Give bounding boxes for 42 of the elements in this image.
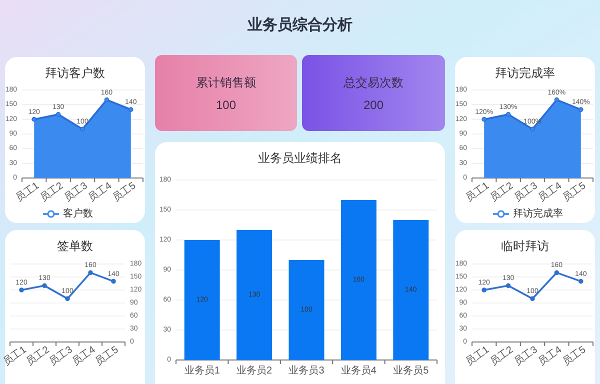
point: [530, 296, 535, 302]
bar: [288, 260, 324, 360]
chart-title: 临时拜访: [501, 239, 549, 253]
chart-title: 业务员业绩排名: [258, 151, 342, 165]
point: [482, 116, 486, 122]
point: [530, 126, 535, 132]
legend-label: 拜访完成率: [513, 208, 563, 220]
chart-title: 拜访完成率: [495, 66, 555, 80]
point: [111, 278, 116, 284]
bar: [340, 200, 376, 360]
x-tick-label: 业务员4: [340, 364, 377, 376]
legend-label: 客户数: [63, 208, 93, 220]
text: 累计销售额: [196, 75, 256, 90]
data-label: 100: [216, 98, 236, 112]
point: [104, 97, 110, 102]
point: [88, 270, 93, 276]
point: [554, 270, 560, 276]
point: [65, 296, 70, 302]
bar: [184, 240, 220, 360]
bar: [393, 220, 429, 360]
data-label: 200: [363, 98, 384, 112]
point: [578, 278, 584, 284]
bar: [236, 230, 272, 360]
x-tick-label: 业务员1: [184, 364, 220, 376]
point: [506, 283, 511, 288]
point: [554, 97, 560, 102]
point: [32, 116, 36, 122]
x-tick-label: 业务员5: [393, 364, 430, 376]
point: [506, 112, 511, 117]
point: [19, 288, 24, 292]
chart-title: 签单数: [57, 239, 93, 253]
x-tick-label: 业务员3: [288, 364, 325, 376]
point: [482, 288, 486, 292]
text: 总交易次数: [342, 75, 404, 90]
point: [578, 107, 584, 112]
point: [80, 126, 85, 132]
point: [128, 107, 134, 112]
point: [42, 283, 47, 288]
point: [56, 112, 61, 117]
chart-title: 拜访客户数: [45, 66, 105, 80]
x-tick-label: 业务员2: [236, 364, 273, 376]
text: 业务员综合分析: [246, 16, 352, 34]
